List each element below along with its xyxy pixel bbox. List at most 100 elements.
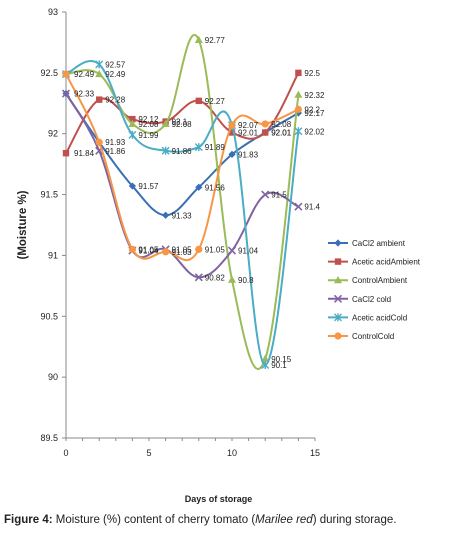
data-label: 90.15 xyxy=(271,355,292,364)
data-label: 92.49 xyxy=(74,70,95,79)
legend-marker xyxy=(334,258,342,265)
chart-area: 89.5 90 90.5 91 91.5 92 92.5 93 0 5 10 15 Days of st… xyxy=(17,7,421,504)
data-label: 92.08 xyxy=(271,120,292,129)
figure-caption: Figure 4: Moisture (%) content of cherry… xyxy=(4,514,456,526)
moisture-line-chart: 89.5 90 90.5 91 91.5 92 92.5 93 0 5 10 15 Days of st… xyxy=(17,7,421,504)
legend-entry: CaCl2 ambient xyxy=(352,239,406,248)
data-label: 91.84 xyxy=(74,149,95,158)
caption-italic: Marilee red xyxy=(255,514,313,526)
y-tick-label: 89.5 xyxy=(40,433,58,443)
data-label: 91.57 xyxy=(138,182,159,191)
legend-marker xyxy=(333,294,343,303)
data-label: 92.01 xyxy=(271,128,292,137)
data-label: 90.82 xyxy=(205,273,226,282)
data-point xyxy=(294,202,303,211)
data-point xyxy=(95,60,104,69)
data-label: 91.99 xyxy=(138,131,159,140)
legend-entry: Acetic acidAmbient xyxy=(352,258,421,267)
data-point xyxy=(194,143,203,152)
data-point xyxy=(261,354,270,362)
data-label: 91.89 xyxy=(205,143,226,152)
data-point xyxy=(195,245,203,253)
data-label: 92.01 xyxy=(238,128,259,137)
data-point xyxy=(261,360,270,369)
x-tick-label: 0 xyxy=(63,448,68,458)
data-label: 91.33 xyxy=(172,211,193,220)
data-label: 92.33 xyxy=(74,90,95,99)
data-point xyxy=(95,69,104,78)
data-point xyxy=(294,90,303,98)
figure-label: Figure 4: xyxy=(4,514,53,526)
data-label: 91.05 xyxy=(205,245,226,254)
y-tick-label: 90.5 xyxy=(40,311,58,321)
data-label: 91.05 xyxy=(172,245,193,254)
legend-marker xyxy=(334,239,342,247)
data-label: 92.08 xyxy=(172,120,193,129)
data-label: 92.17 xyxy=(304,109,325,118)
data-label: 92.27 xyxy=(205,97,226,106)
data-point xyxy=(162,211,170,219)
data-label: 91.04 xyxy=(238,247,259,256)
series-line-5 xyxy=(65,73,299,262)
y-tick-label: 92 xyxy=(48,129,58,139)
data-point xyxy=(294,127,303,136)
data-point xyxy=(228,150,236,159)
legend-marker xyxy=(334,313,342,322)
data-point xyxy=(294,105,302,113)
data-label: 91.05 xyxy=(138,245,159,254)
y-axis-title: (Moisture %) xyxy=(17,190,29,259)
x-tick-label: 15 xyxy=(310,448,320,458)
data-label: 92.01 xyxy=(271,128,292,137)
caption-text-after: ) during storage. xyxy=(312,514,397,526)
y-tick-label: 91 xyxy=(48,250,58,260)
data-point xyxy=(194,35,203,43)
data-point xyxy=(294,109,302,117)
data-label: 92.12 xyxy=(138,115,159,124)
data-label: 91.03 xyxy=(172,248,193,257)
x-tick-label: 10 xyxy=(227,448,237,458)
x-axis-title: Days of storage xyxy=(185,494,253,504)
data-label: 92.2 xyxy=(304,105,320,114)
data-label: 92.07 xyxy=(238,121,259,130)
data-point xyxy=(261,120,269,128)
series-line-3 xyxy=(65,93,299,279)
legend-marker xyxy=(334,276,342,284)
data-label: 91.04 xyxy=(138,247,159,256)
data-label: 91.83 xyxy=(238,150,259,159)
data-label: 92.08 xyxy=(138,120,159,129)
data-point xyxy=(194,273,203,282)
legend-entry: ControlCold xyxy=(352,332,394,341)
data-label: 90.8 xyxy=(238,276,254,285)
data-label: 91.86 xyxy=(105,147,126,156)
data-label: 91.86 xyxy=(172,147,193,156)
y-tick-label: 93 xyxy=(48,7,58,17)
data-point xyxy=(61,89,71,98)
data-point xyxy=(129,115,136,123)
data-label: 92.02 xyxy=(304,127,325,136)
data-point xyxy=(128,119,137,127)
caption-text-before: Moisture (%) content of cherry tomato ( xyxy=(52,514,256,526)
legend-entry: CaCl2 cold xyxy=(352,295,391,304)
data-point xyxy=(228,275,236,283)
data-point xyxy=(195,183,203,191)
legend-marker xyxy=(334,332,342,340)
data-label: 91.5 xyxy=(271,191,287,200)
data-label: 91.93 xyxy=(105,138,126,147)
y-tick-label: 90 xyxy=(48,372,58,382)
data-label: 91.4 xyxy=(304,203,320,212)
data-point xyxy=(128,130,137,139)
data-label: 92.32 xyxy=(304,91,325,100)
data-point xyxy=(62,149,70,157)
data-point xyxy=(262,129,269,136)
data-point xyxy=(96,96,103,103)
data-label: 92.57 xyxy=(105,60,126,69)
data-point xyxy=(227,246,237,255)
data-label: 92.5 xyxy=(304,69,320,78)
data-point xyxy=(161,119,170,127)
data-point xyxy=(161,146,170,155)
data-point xyxy=(128,245,136,253)
y-tick-label: 92.5 xyxy=(40,68,58,78)
data-point xyxy=(228,121,236,129)
data-point xyxy=(261,190,270,199)
data-label: 92.28 xyxy=(105,96,126,105)
